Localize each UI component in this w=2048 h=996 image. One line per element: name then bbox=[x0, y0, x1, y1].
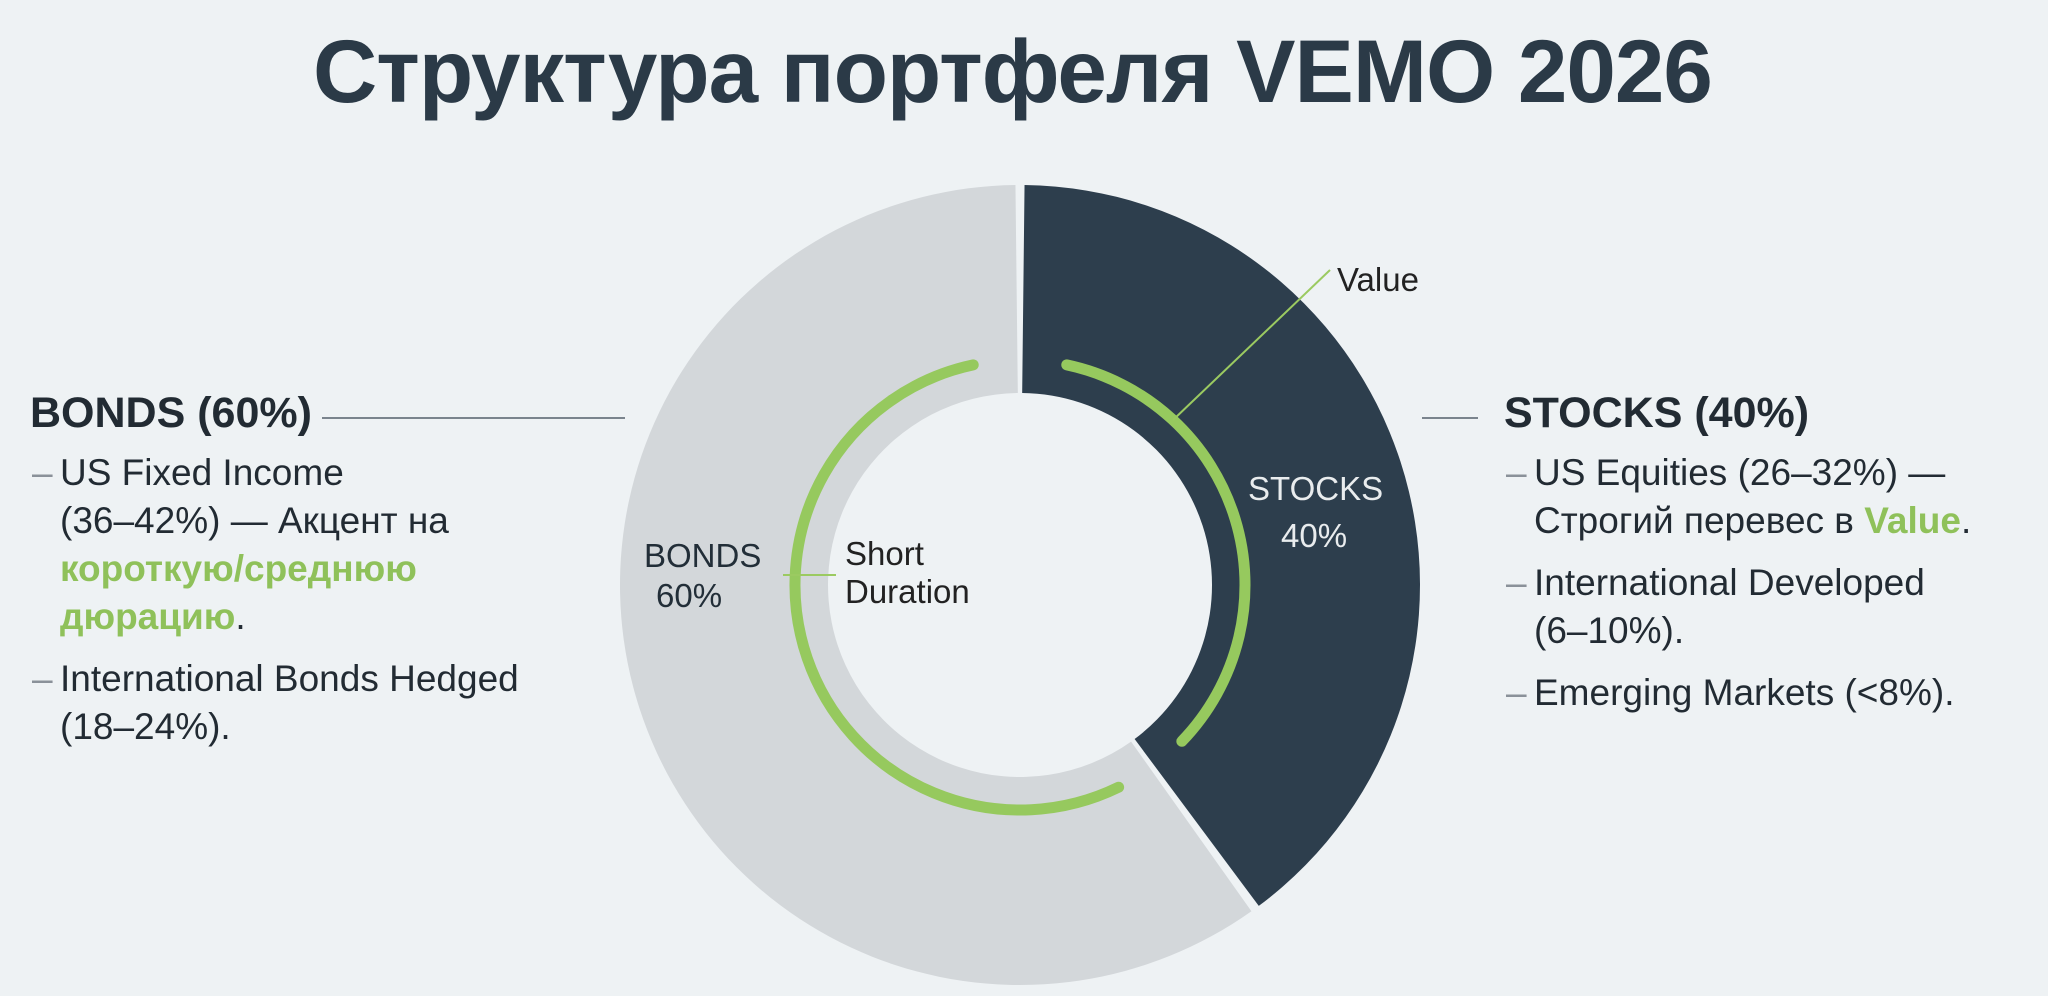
svg-text:Value: Value bbox=[1337, 261, 1419, 298]
svg-text:40%: 40% bbox=[1281, 517, 1347, 554]
svg-text:Duration: Duration bbox=[845, 573, 970, 610]
svg-text:Short: Short bbox=[845, 535, 924, 572]
svg-text:BONDS: BONDS bbox=[644, 537, 761, 574]
svg-text:60%: 60% bbox=[656, 577, 722, 614]
svg-text:STOCKS: STOCKS bbox=[1248, 470, 1383, 507]
